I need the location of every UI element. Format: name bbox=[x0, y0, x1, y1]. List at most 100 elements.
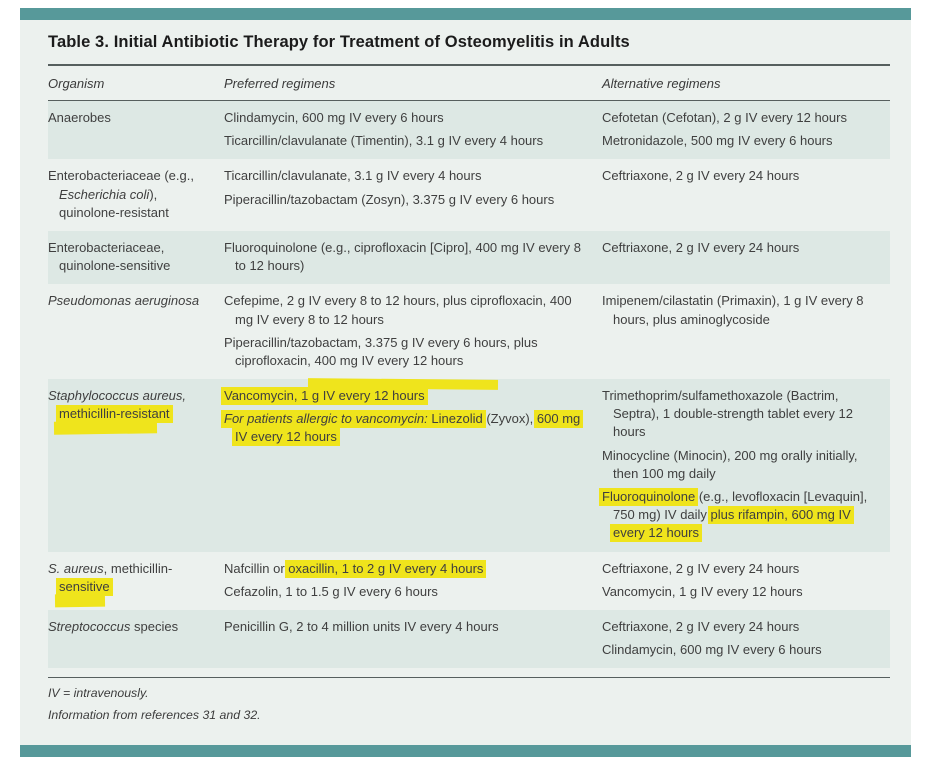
preferred-regimens-cell: Clindamycin, 600 mg IV every 6 hours Tica… bbox=[224, 109, 602, 150]
highlighted-text: For patients allergic to vancomycin: bbox=[221, 410, 431, 429]
organism-cell: Enterobacteriaceae, quinolone-sensitive bbox=[48, 239, 224, 275]
alternative-regimens-cell: Ceftriaxone, 2 g IV every 24 hours bbox=[602, 167, 890, 222]
alternative-regimens-cell: Ceftriaxone, 2 g IV every 24 hours Vancom… bbox=[602, 560, 890, 601]
organism-cell: Streptococcus species bbox=[48, 618, 224, 659]
horizontal-rule bbox=[48, 677, 890, 679]
column-header-alternative-regimens: Alternative regimens bbox=[602, 76, 721, 91]
text-segment: Cefotetan (Cefotan), 2 g IV every 12 hou… bbox=[602, 110, 847, 125]
organism-cell: Enterobacteriaceae (e.g., Escherichia co… bbox=[48, 167, 224, 222]
regimen-line: S. aureus, methicillin-sensitive bbox=[48, 560, 206, 596]
text-segment: Piperacillin/tazobactam, 3.375 g IV ever… bbox=[224, 334, 538, 368]
top-accent-bar bbox=[20, 8, 911, 20]
regimen-line: Ticarcillin/clavulanate (Timentin), 3.1 … bbox=[224, 132, 584, 150]
regimen-line: Piperacillin/tazobactam (Zosyn), 3.375 g… bbox=[224, 191, 584, 209]
text-segment: Ticarcillin/clavulanate (Timentin), 3.1 … bbox=[224, 133, 544, 149]
preferred-regimens-cell: Penicillin G, 2 to 4 million units IV ev… bbox=[224, 618, 602, 659]
organism-cell: S. aureus, methicillin-sensitive bbox=[48, 560, 224, 601]
text-segment: Pseudomonas aeruginosa bbox=[48, 293, 200, 309]
text-segment: (Zyvox), bbox=[482, 411, 537, 427]
text-segment: (e.g., levofloxacin [Levaquin], 750 mg) … bbox=[613, 489, 868, 523]
alternative-regimens-cell: Ceftriaxone, 2 g IV every 24 hours bbox=[602, 239, 890, 275]
page-title: Table 3. Initial Antibiotic Therapy for … bbox=[48, 33, 630, 51]
text-segment: Staphylococcus aureus, bbox=[48, 388, 187, 404]
footnote-section: IV = intravenously. Information from ref… bbox=[48, 677, 890, 722]
regimen-line: Vancomycin, 1 g IV every 12 hours bbox=[221, 387, 584, 406]
text-segment: Ceftriaxone, 2 g IV every 24 hours bbox=[602, 168, 800, 184]
regimen-line: Clindamycin, 600 mg IV every 6 hours bbox=[602, 641, 884, 659]
table-body: Anaerobes Clindamycin, 600 mg IV every 6 … bbox=[48, 101, 890, 669]
regimen-line: Ticarcillin/clavulanate, 3.1 g IV every … bbox=[224, 167, 584, 185]
footnote-iv-abbreviation: IV = intravenously. bbox=[48, 686, 149, 701]
table-row: S. aureus, methicillin-sensitive Nafcilli… bbox=[48, 552, 890, 610]
text-segment: , methicillin- bbox=[103, 560, 173, 576]
column-header-preferred-regimens: Preferred regimens bbox=[224, 76, 336, 91]
table-row: Enterobacteriaceae, quinolone-sensitive F… bbox=[48, 230, 890, 285]
table-page: Table 3. Initial Antibiotic Therapy for … bbox=[20, 8, 911, 757]
alternative-regimens-cell: Ceftriaxone, 2 g IV every 24 hours Clinda… bbox=[602, 618, 890, 659]
text-segment: Ceftriaxone, 2 g IV every 24 hours bbox=[602, 618, 800, 634]
table-row: Pseudomonas aeruginosa Cefepime, 2 g IV e… bbox=[48, 284, 890, 379]
text-segment: Minocycline (Minocin), 200 mg orally ini… bbox=[602, 447, 858, 481]
highlighted-text: sensitive bbox=[56, 577, 113, 596]
regimen-line: Cefepime, 2 g IV every 8 to 12 hours, pl… bbox=[224, 292, 584, 328]
preferred-regimens-cell: Vancomycin, 1 g IV every 12 hours For pat… bbox=[221, 387, 602, 543]
regimen-line: Piperacillin/tazobactam, 3.375 g IV ever… bbox=[224, 334, 584, 370]
text-segment: Metronidazole, 500 mg IV every 6 hours bbox=[602, 133, 833, 149]
highlighted-text: Vancomycin, 1 g IV every 12 hours bbox=[221, 387, 428, 406]
organism-cell: Anaerobes bbox=[48, 109, 224, 150]
footnote-references: Information from references 31 and 32. bbox=[48, 708, 261, 723]
regimen-line: Ceftriaxone, 2 g IV every 24 hours bbox=[602, 167, 884, 185]
preferred-regimens-cell: Fluoroquinolone (e.g., ciprofloxacin [Ci… bbox=[224, 239, 602, 275]
regimen-line: Nafcillin or oxacillin, 1 to 2 g IV ever… bbox=[224, 559, 584, 578]
alternative-regimens-cell: Imipenem/cilastatin (Primaxin), 1 g IV e… bbox=[602, 292, 890, 370]
highlighted-text: plus rifampin, bbox=[707, 506, 791, 525]
regimen-line: Trimethoprim/sulfamethoxazole (Bactrim, … bbox=[602, 387, 884, 442]
regimen-line: Imipenem/cilastatin (Primaxin), 1 g IV e… bbox=[602, 292, 884, 328]
table-row: Enterobacteriaceae (e.g., Escherichia co… bbox=[48, 159, 890, 231]
organism-cell: Pseudomonas aeruginosa bbox=[48, 292, 224, 370]
regimen-line: Enterobacteriaceae, quinolone-sensitive bbox=[48, 239, 206, 275]
text-segment: Clindamycin, 600 mg IV every 6 hours bbox=[602, 642, 822, 658]
regimen-line: Staphylococcus aureus, methicillin-resis… bbox=[48, 387, 206, 424]
text-segment: Streptococcus bbox=[48, 618, 131, 634]
text-segment: Enterobacteriaceae (e.g., bbox=[48, 168, 194, 184]
regimen-line: Ceftriaxone, 2 g IV every 24 hours bbox=[602, 560, 884, 578]
regimen-line: Minocycline (Minocin), 200 mg orally ini… bbox=[602, 447, 884, 483]
regimen-line: Pseudomonas aeruginosa bbox=[48, 292, 206, 310]
regimen-line: Vancomycin, 1 g IV every 12 hours bbox=[602, 583, 884, 601]
regimen-line: Streptococcus species bbox=[48, 618, 206, 636]
highlighted-text: methicillin-resistant bbox=[56, 405, 173, 424]
alternative-regimens-cell: Cefotetan (Cefotan), 2 g IV every 12 hou… bbox=[602, 109, 890, 150]
highlighted-text: oxacillin, 1 to 2 g IV every 4 hours bbox=[285, 559, 487, 578]
regimen-line: For patients allergic to vancomycin: Lin… bbox=[221, 410, 584, 447]
regimen-line: Cefotetan (Cefotan), 2 g IV every 12 hou… bbox=[602, 109, 884, 127]
regimen-line: Anaerobes bbox=[48, 109, 206, 127]
preferred-regimens-cell: Cefepime, 2 g IV every 8 to 12 hours, pl… bbox=[224, 292, 602, 370]
text-segment: Clindamycin, 600 mg IV every 6 hours bbox=[224, 110, 444, 125]
text-segment: Penicillin G, 2 to 4 million units IV ev… bbox=[224, 618, 499, 634]
regimen-line: Ceftriaxone, 2 g IV every 24 hours bbox=[602, 239, 884, 257]
regimen-line: Fluoroquinolone (e.g., levofloxacin [Lev… bbox=[599, 488, 884, 543]
text-segment: Ceftriaxone, 2 g IV every 24 hours bbox=[602, 239, 800, 255]
text-segment: Ticarcillin/clavulanate, 3.1 g IV every … bbox=[224, 168, 482, 184]
preferred-regimens-cell: Ticarcillin/clavulanate, 3.1 g IV every … bbox=[224, 167, 602, 222]
text-segment: Cefepime, 2 g IV every 8 to 12 hours, pl… bbox=[224, 293, 572, 327]
text-segment: Ceftriaxone, 2 g IV every 24 hours bbox=[602, 560, 800, 576]
regimen-line: Metronidazole, 500 mg IV every 6 hours bbox=[602, 132, 884, 150]
highlighted-text: Linezolid bbox=[428, 410, 486, 429]
bottom-accent-bar bbox=[20, 745, 911, 757]
table-row: Anaerobes Clindamycin, 600 mg IV every 6 … bbox=[48, 101, 890, 160]
text-segment: Nafcillin or bbox=[224, 560, 289, 576]
regimen-line: Cefazolin, 1 to 1.5 g IV every 6 hours bbox=[224, 583, 584, 601]
alternative-regimens-cell: Trimethoprim/sulfamethoxazole (Bactrim, … bbox=[599, 387, 890, 543]
table-content: Table 3. Initial Antibiotic Therapy for … bbox=[20, 20, 911, 730]
text-segment: Fluoroquinolone (e.g., ciprofloxacin [Ci… bbox=[224, 239, 581, 274]
text-segment: Vancomycin, 1 g IV every 12 hours bbox=[602, 583, 803, 599]
highlighted-text: Fluoroquinolone bbox=[599, 488, 699, 506]
text-segment: Escherichia coli bbox=[59, 186, 150, 202]
table-row: Staphylococcus aureus, methicillin-resis… bbox=[48, 379, 890, 552]
preferred-regimens-cell: Nafcillin or oxacillin, 1 to 2 g IV ever… bbox=[224, 559, 602, 601]
table-row: Streptococcus species Penicillin G, 2 to … bbox=[48, 609, 890, 669]
text-segment: ), quinolone-resistant bbox=[59, 186, 169, 220]
